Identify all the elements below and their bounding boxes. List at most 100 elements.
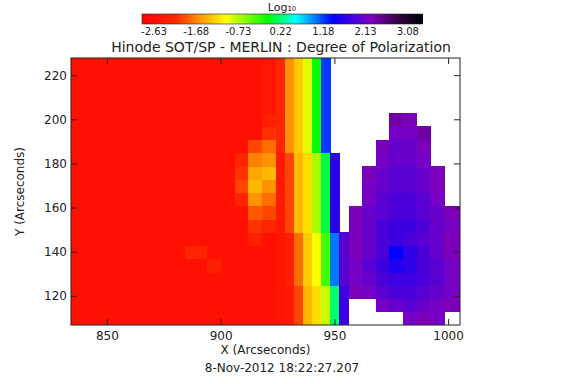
heat-cell — [312, 219, 322, 233]
heat-cell — [207, 206, 221, 220]
heat-cell — [339, 272, 349, 286]
heat-cell — [262, 299, 276, 313]
heat-cell — [139, 179, 162, 193]
heat-cell — [303, 285, 313, 299]
heat-cell — [294, 312, 304, 325]
heat-cell — [312, 166, 322, 180]
heat-cell — [303, 232, 313, 246]
heat-cell — [294, 219, 304, 233]
heat-cell — [376, 285, 390, 299]
heat-cell — [417, 166, 431, 180]
x-tick-label: 1000 — [433, 329, 464, 343]
y-tick-label: 200 — [44, 113, 67, 127]
heat-cell — [330, 179, 340, 193]
heat-cell — [389, 299, 403, 313]
heat-cell — [262, 100, 276, 114]
heat-cell — [162, 113, 185, 127]
heat-cell — [221, 140, 235, 154]
heat-cell — [330, 246, 340, 260]
heat-cell — [276, 246, 286, 260]
heat-cell — [362, 193, 376, 207]
heat-cell — [207, 153, 221, 167]
heat-cell — [403, 285, 417, 299]
heat-cell — [376, 272, 390, 286]
y-tick — [454, 252, 460, 253]
y-tick — [71, 119, 77, 120]
heat-cell — [303, 73, 313, 87]
heat-cell — [94, 193, 117, 207]
heat-cell — [139, 272, 162, 286]
heat-cell — [303, 219, 313, 233]
heat-cell — [116, 179, 139, 193]
heat-cell — [285, 87, 295, 101]
heat-cell — [339, 312, 349, 325]
heat-cell — [389, 232, 403, 246]
heat-cell — [116, 193, 139, 207]
heat-cell — [139, 232, 162, 246]
heat-cell — [162, 58, 185, 74]
heat-cell — [221, 73, 235, 87]
heat-cell — [94, 73, 117, 87]
heat-cell — [276, 166, 286, 180]
heat-cell — [248, 87, 262, 101]
heat-cell — [276, 206, 286, 220]
heat-cell — [349, 285, 363, 299]
heat-cell — [417, 299, 431, 313]
heat-cell — [139, 58, 162, 74]
heat-cell — [116, 73, 139, 87]
heat-cell — [207, 126, 221, 140]
heat-cell — [71, 140, 94, 154]
heat-cell — [116, 246, 139, 260]
heat-cell — [162, 140, 185, 154]
heat-cell — [248, 140, 262, 154]
heat-cell — [248, 126, 262, 140]
heat-cell — [303, 87, 313, 101]
heat-cell — [262, 153, 276, 167]
heat-cell — [276, 87, 286, 101]
heat-cell — [312, 232, 322, 246]
cells — [71, 58, 460, 325]
heat-cell — [235, 299, 249, 313]
heat-cell — [71, 312, 94, 325]
heat-cell — [312, 272, 322, 286]
heat-cell — [321, 179, 331, 193]
heat-cell — [321, 73, 331, 87]
heat-cell — [285, 140, 295, 154]
heat-cell — [430, 219, 444, 233]
heat-cell — [330, 193, 340, 207]
colorbar-tick-label: 3.08 — [397, 26, 419, 37]
heat-cell — [294, 153, 304, 167]
heat-cell — [235, 113, 249, 127]
heat-cell — [185, 58, 208, 74]
heat-cell — [389, 179, 403, 193]
heat-cell — [235, 166, 249, 180]
heat-cell — [276, 153, 286, 167]
x-tick — [334, 58, 335, 64]
x-tick — [107, 58, 108, 64]
heat-cell — [235, 246, 249, 260]
y-tick-label: 220 — [44, 69, 67, 83]
heat-cell — [116, 100, 139, 114]
heat-cell — [162, 153, 185, 167]
y-tick-label: 120 — [44, 289, 67, 303]
heat-cell — [276, 73, 286, 87]
heat-cell — [207, 73, 221, 87]
y-tick — [454, 75, 460, 76]
heat-cell — [444, 272, 460, 286]
heat-cell — [94, 126, 117, 140]
heat-cell — [285, 259, 295, 273]
heat-cell — [71, 206, 94, 220]
heat-cell — [248, 219, 262, 233]
heat-cell — [116, 58, 139, 74]
heat-cell — [262, 206, 276, 220]
heat-cell — [207, 87, 221, 101]
heat-cell — [185, 179, 208, 193]
heat-cell — [71, 299, 94, 313]
heat-cell — [312, 87, 322, 101]
heat-cell — [321, 299, 331, 313]
heat-cell — [303, 246, 313, 260]
heat-cell — [403, 246, 417, 260]
heat-cell — [321, 58, 331, 74]
heat-cell — [349, 206, 363, 220]
heat-cell — [139, 113, 162, 127]
